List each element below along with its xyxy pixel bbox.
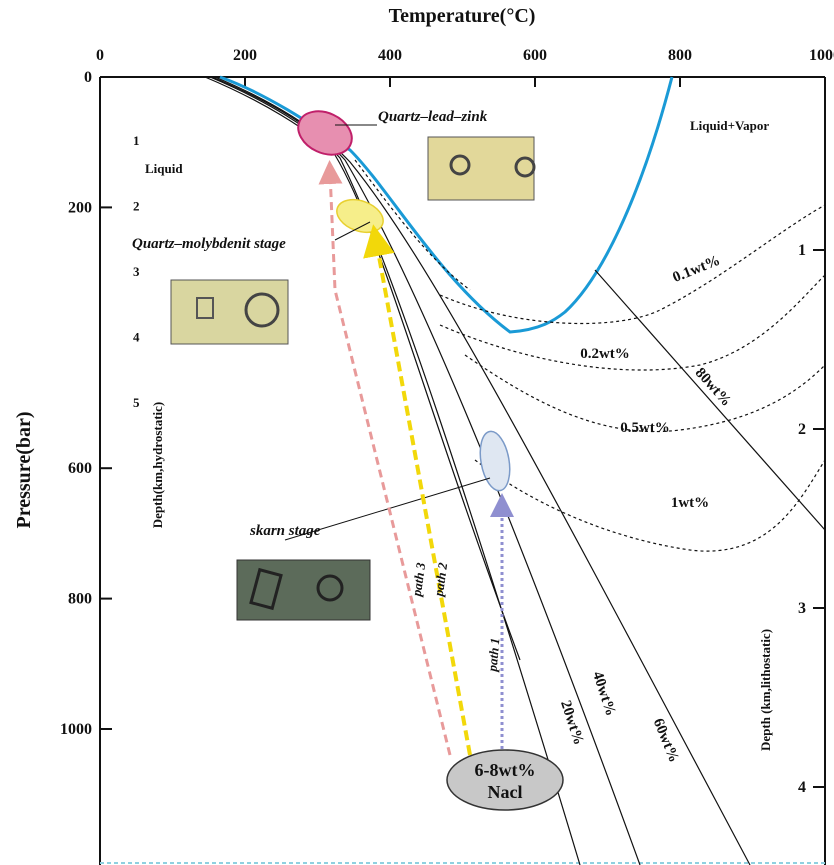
- right-depth-label: 1: [798, 242, 806, 259]
- isopleth-label: 40wt%: [589, 669, 618, 718]
- left-depth-label: 1: [133, 133, 140, 148]
- y-tick-label: 0: [84, 69, 92, 86]
- path-label: path 3: [409, 561, 429, 598]
- left-depth-label: 2: [133, 199, 140, 214]
- stage-label: Quartz–molybdenit stage: [132, 236, 286, 252]
- source-label: Nacl: [488, 782, 523, 802]
- x-title: Temperature(°C): [389, 5, 536, 27]
- stage-label: Quartz–lead–zink: [378, 109, 488, 125]
- right-depth-title: Depth (km,lithostatic): [758, 629, 773, 751]
- isopleth-label: 0.2wt%: [580, 346, 630, 362]
- stage-ellipse: [291, 103, 359, 163]
- isopleth-label: 60wt%: [650, 716, 682, 764]
- path-arrow: [330, 172, 450, 755]
- x-tick-label: 800: [668, 47, 692, 64]
- photo-1: [428, 137, 534, 200]
- path-arrow: [376, 240, 470, 755]
- photo-3: [237, 560, 370, 620]
- x-tick-label: 400: [378, 47, 402, 64]
- left-depth-label: 3: [133, 264, 140, 279]
- y-title: Pressure(bar): [13, 411, 35, 528]
- x-tick-label: 1000: [809, 47, 834, 64]
- y-tick-label: 1000: [60, 721, 92, 738]
- stage-label: skarn stage: [249, 523, 321, 539]
- path-label: path 1: [484, 637, 502, 673]
- x-tick-label: 0: [96, 47, 104, 64]
- photo-2: [171, 280, 288, 344]
- left-depth-label: 5: [133, 395, 140, 410]
- x-tick-label: 600: [523, 47, 547, 64]
- left-depth-title: Depth(km,hydrostatic): [150, 402, 165, 529]
- diagram: Temperature(°C) Pressure(bar) Depth(km,h…: [0, 0, 834, 865]
- y-tick-label: 600: [68, 460, 92, 477]
- path-label: path 2: [431, 561, 451, 598]
- isopleth-label: 0.5wt%: [620, 420, 670, 436]
- y-tick-label: 200: [68, 199, 92, 216]
- source-label: 6-8wt%: [475, 760, 536, 780]
- y-tick-label: 800: [68, 591, 92, 608]
- region-label: Liquid: [145, 161, 183, 176]
- stage-ellipse: [476, 429, 514, 493]
- right-depth-label: 4: [798, 779, 806, 796]
- isopleth-label: 1wt%: [671, 495, 709, 511]
- isopleth-label: 20wt%: [557, 698, 586, 747]
- x-tick-label: 200: [233, 47, 257, 64]
- right-depth-label: 3: [798, 600, 806, 617]
- isopleth-label: 0.1wt%: [671, 253, 723, 286]
- left-depth-label: 4: [133, 330, 140, 345]
- region-label: Liquid+Vapor: [690, 118, 769, 133]
- right-depth-label: 2: [798, 421, 806, 438]
